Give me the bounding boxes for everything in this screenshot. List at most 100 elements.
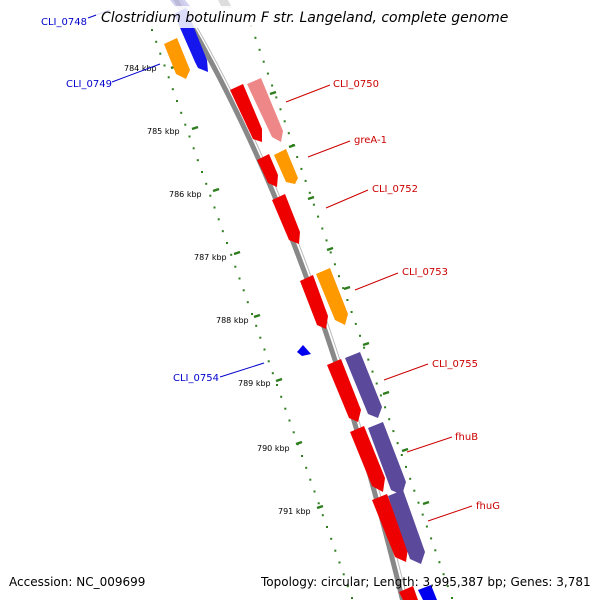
gene-feature-cli0752 [272, 194, 300, 244]
scale-dot-outer [421, 513, 424, 516]
scale-dot-inner [292, 431, 295, 434]
scale-dot-inner [213, 206, 216, 209]
scale-dot-inner [180, 111, 183, 114]
leader-cli0755 [383, 363, 429, 381]
scale-dot-outer [400, 454, 403, 456]
gene-feature-cli0755-a [327, 359, 361, 422]
gene-label: greA-1 [354, 135, 387, 146]
gene-label: fhuG [476, 501, 500, 512]
gene-feature-cli0754 [297, 345, 311, 356]
scale-dot-outer [384, 406, 387, 409]
gene-feature-cli0753-b [316, 268, 348, 325]
gene-feature-grea1-b [274, 149, 298, 184]
topology-text: Topology: circular; Length: 3,995,387 bp… [261, 575, 591, 589]
scale-tick-mark [233, 250, 241, 256]
scale-dot-inner [255, 324, 258, 327]
scale-dot-inner [155, 40, 158, 43]
scale-tick-mark [253, 313, 261, 319]
scale-dot-inner [159, 52, 162, 55]
gene-features [164, 0, 437, 600]
scale-tick-mark-outer [343, 285, 351, 291]
scale-tick-label: 790 kbp [257, 444, 290, 453]
gene-label: fhuB [455, 432, 478, 443]
scale-dot-inner [259, 336, 262, 339]
gene-feature-cli0750-a [230, 84, 262, 142]
scale-dot-outer [279, 108, 282, 111]
gene-feature-cli0753-a [300, 275, 328, 329]
scale-tick-label: 786 kbp [169, 190, 202, 199]
map-title: Clostridium botulinum F str. Langeland, … [101, 10, 508, 26]
leader-cli0753 [354, 272, 399, 291]
scale-tick-mark [275, 377, 283, 383]
scale-dot-inner [288, 419, 291, 422]
scale-dot-outer [409, 477, 412, 480]
scale-dot-inner [267, 360, 270, 363]
scale-dot-outer [367, 358, 370, 361]
scale-dot-outer [329, 251, 332, 254]
scale-dot-outer [379, 394, 382, 397]
scale-tick-label: 787 kbp [194, 253, 227, 262]
scale-dot-outer [442, 573, 445, 576]
scale-tick-mark [316, 504, 324, 510]
leader-cli0750 [285, 84, 331, 103]
scale-dot-outer [354, 322, 357, 325]
gene-feature-cli0750-b [247, 78, 283, 142]
scale-dot-outer [446, 585, 449, 588]
scale-dot-inner [176, 100, 178, 102]
scale-dot-inner [151, 29, 153, 31]
scale-tick-label: 789 kbp [238, 379, 271, 388]
scale-dot-inner [167, 76, 170, 79]
accession-text: Accession: NC_009699 [9, 575, 146, 589]
scale-dot-outer [392, 430, 395, 433]
scale-dot-outer [417, 501, 420, 504]
scale-dot-outer [325, 239, 328, 242]
scale-tick-mark-outer [288, 143, 296, 149]
scale-dot-inner [346, 585, 349, 588]
scale-tick-mark [212, 187, 220, 193]
scale-dot-outer [321, 227, 324, 230]
scale-dot-outer [359, 334, 361, 337]
gene-feature-fhub-a [350, 426, 385, 492]
scale-dot-outer [333, 263, 336, 266]
scale-dot-outer [287, 132, 290, 135]
scale-dot-outer [413, 489, 416, 492]
scale-dot-inner [271, 372, 274, 375]
scale-dot-inner [184, 123, 187, 126]
gene-feature-fhug-a [372, 494, 408, 562]
scale-dot-inner [342, 573, 345, 576]
scale-dot-inner [263, 348, 266, 351]
scale-dot-inner [305, 466, 308, 469]
scale-dot-inner [309, 478, 312, 481]
scale-dot-inner [163, 64, 166, 67]
scale-tick-mark-outer [401, 447, 409, 453]
scale-dot-inner [242, 289, 245, 292]
gene-label: CLI_0752 [372, 184, 418, 195]
scale-dot-outer [304, 179, 307, 182]
scale-dot-outer [396, 442, 399, 445]
scale-dot-inner [205, 182, 208, 185]
gene-labels: CLI_0748 CLI_0749 CLI_0750 greA-1 CLI_07… [41, 17, 500, 512]
scale-dot-inner [201, 171, 203, 173]
scale-dot-inner [238, 277, 241, 280]
scale-dot-outer [271, 84, 274, 87]
gene-feature-cli0755-b [345, 352, 382, 418]
scale-dot-outer [342, 287, 345, 290]
gene-label: CLI_0753 [402, 267, 448, 278]
scale-dot-outer [262, 60, 265, 63]
scale-tick-mark-outer [269, 90, 277, 96]
scale-dot-inner [330, 537, 333, 540]
gene-feature-fhub-b [368, 422, 406, 495]
scale-dot-outer [430, 537, 433, 540]
scale-dot-outer [405, 465, 407, 468]
scale-dot-outer [425, 525, 428, 528]
leader-cli0754 [219, 362, 265, 378]
scale-dot-outer [312, 203, 315, 206]
scale-dot-inner [313, 490, 316, 493]
gene-feature-bottom-blue [418, 585, 437, 600]
scale-dot-inner [276, 384, 278, 386]
leader-grea1 [307, 140, 351, 158]
scale-dot-outer [371, 370, 374, 373]
leader-cli0749 [111, 63, 161, 83]
leader-cli0752 [325, 189, 369, 209]
scale-dot-outer [266, 72, 269, 75]
